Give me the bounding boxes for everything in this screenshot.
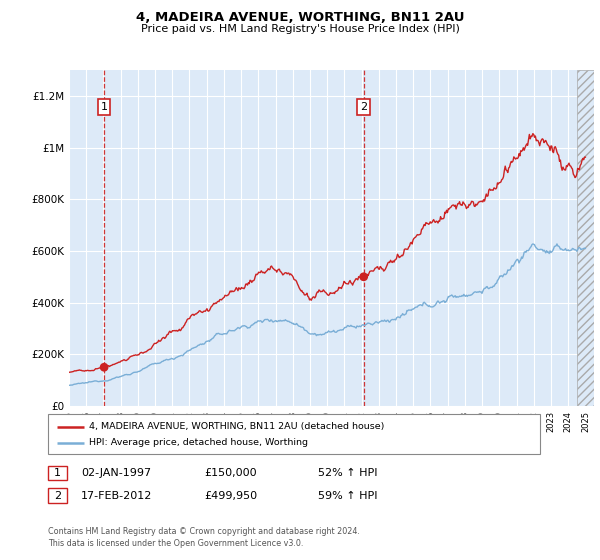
Bar [577, 70, 594, 406]
Text: £499,950: £499,950 [204, 491, 257, 501]
Text: 59% ↑ HPI: 59% ↑ HPI [318, 491, 377, 501]
Text: 2: 2 [360, 102, 367, 112]
Text: £150,000: £150,000 [204, 468, 257, 478]
Text: Price paid vs. HM Land Registry's House Price Index (HPI): Price paid vs. HM Land Registry's House … [140, 24, 460, 34]
Point [100, 363, 109, 372]
Point [359, 272, 368, 281]
Text: 4, MADEIRA AVENUE, WORTHING, BN11 2AU (detached house): 4, MADEIRA AVENUE, WORTHING, BN11 2AU (d… [89, 422, 384, 431]
Text: HPI: Average price, detached house, Worthing: HPI: Average price, detached house, Wort… [89, 438, 308, 447]
Text: 4, MADEIRA AVENUE, WORTHING, BN11 2AU: 4, MADEIRA AVENUE, WORTHING, BN11 2AU [136, 11, 464, 24]
Text: 02-JAN-1997: 02-JAN-1997 [81, 468, 151, 478]
Text: 1: 1 [101, 102, 107, 112]
Text: 2: 2 [54, 491, 61, 501]
Text: Contains HM Land Registry data © Crown copyright and database right 2024.
This d: Contains HM Land Registry data © Crown c… [48, 527, 360, 548]
Text: 52% ↑ HPI: 52% ↑ HPI [318, 468, 377, 478]
Text: 17-FEB-2012: 17-FEB-2012 [81, 491, 152, 501]
Text: 1: 1 [54, 468, 61, 478]
